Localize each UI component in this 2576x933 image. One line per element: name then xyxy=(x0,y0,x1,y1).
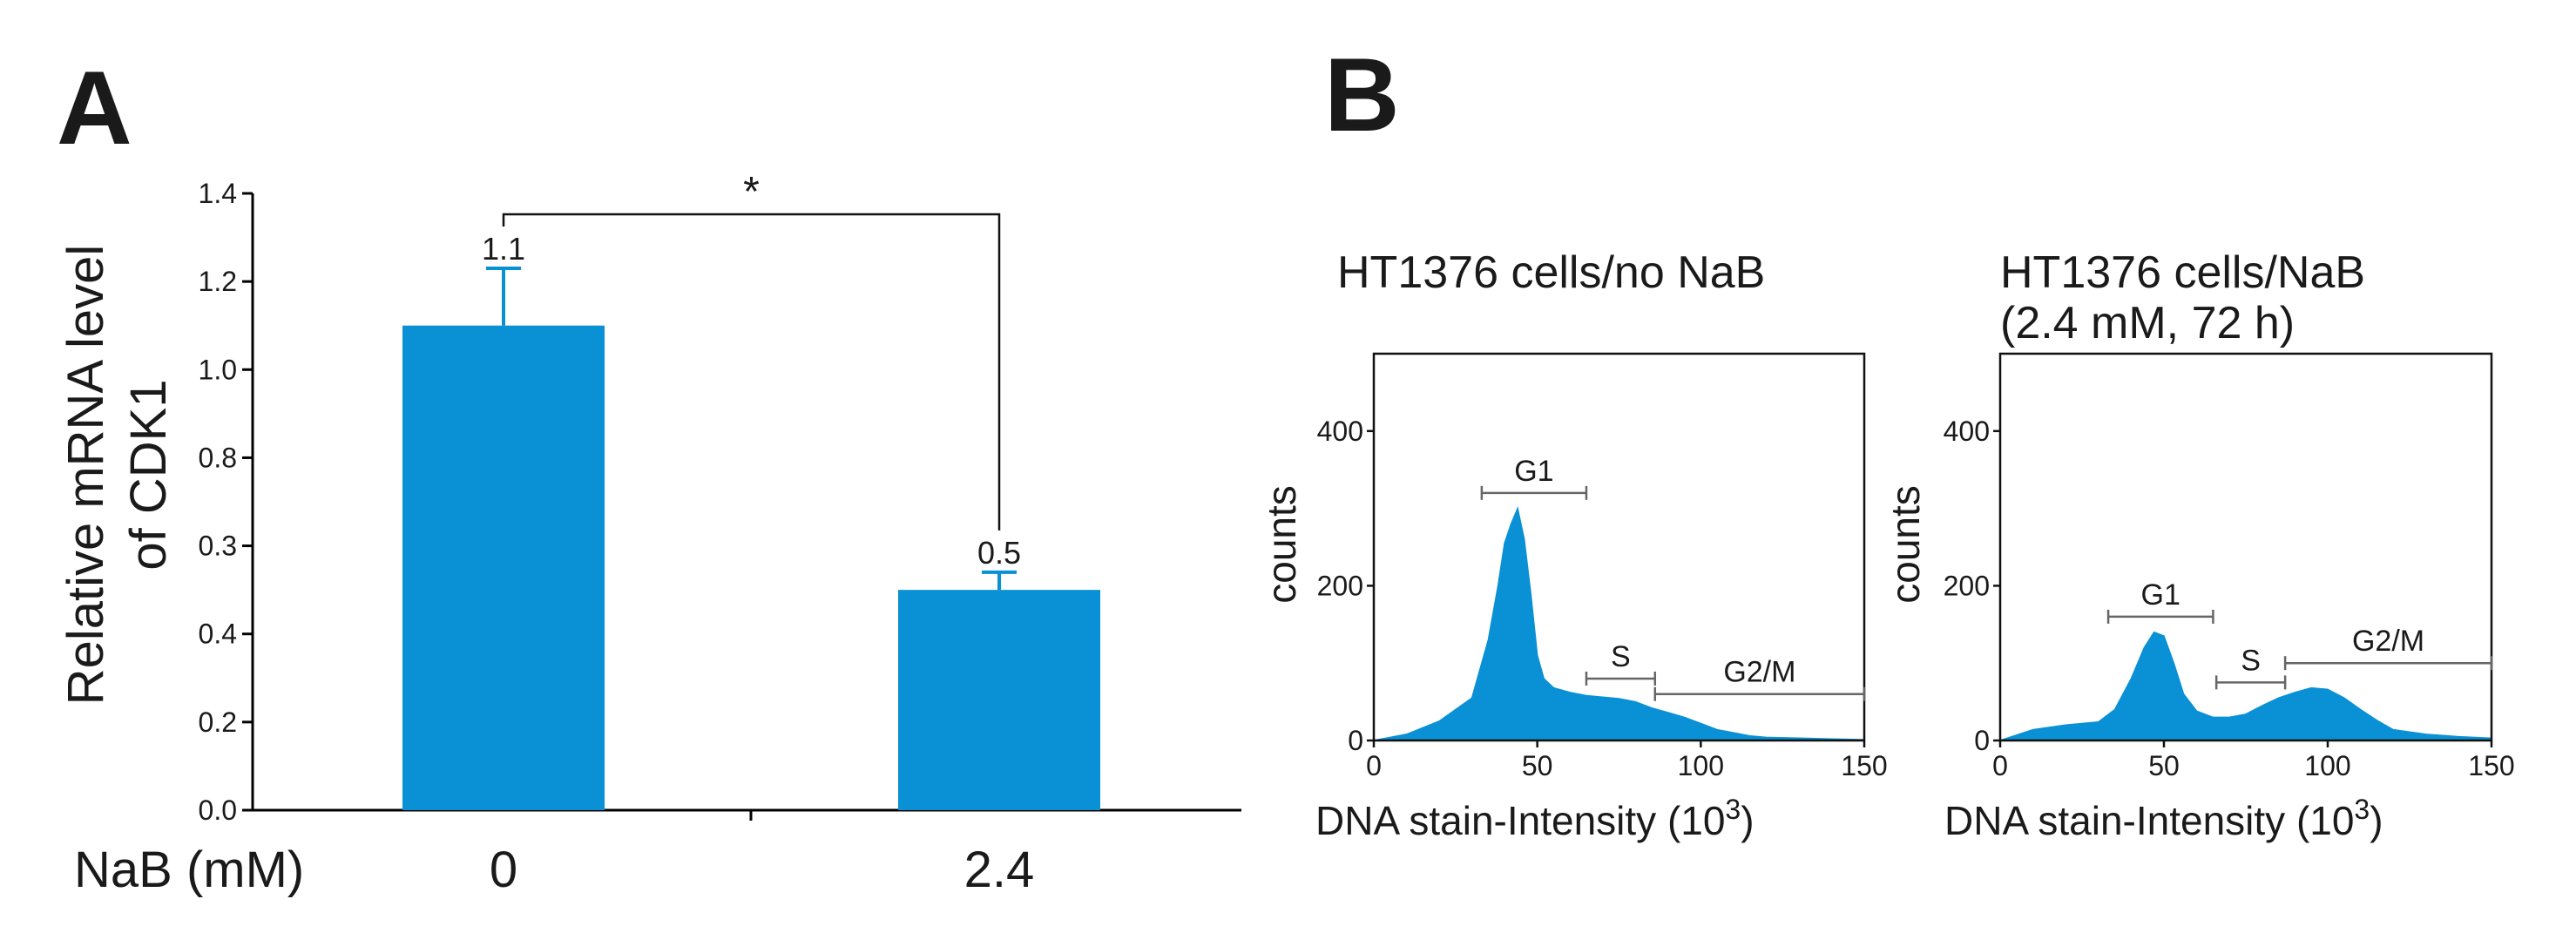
x-axis-label-close: ) xyxy=(2370,798,2383,843)
x-tick-label: 0 xyxy=(1992,750,2008,781)
y-tick-label: 0 xyxy=(1348,725,1363,756)
y-tick-label: 0.8 xyxy=(199,442,237,473)
y-tick-label: 1.0 xyxy=(199,354,237,385)
panel-letter-b: B xyxy=(1324,37,1400,153)
x-tick-label: 0 xyxy=(490,842,517,898)
x-axis-label-exponent: 3 xyxy=(2354,794,2370,825)
y-tick-label: 0.4 xyxy=(199,619,237,650)
bar-chart-cdk1: Relative mRNA level of CDK1 NaB (mM) 0.0… xyxy=(57,169,1241,898)
significance-bracket xyxy=(502,213,1001,531)
gate-label: G1 xyxy=(2141,578,2180,612)
gate-label: G2/M xyxy=(2352,625,2424,658)
significance-marker: * xyxy=(743,169,760,215)
y-tick-label: 400 xyxy=(1944,416,1990,447)
histogram-title: HT1376 cells/NaB xyxy=(2000,247,2365,298)
bar xyxy=(402,325,605,810)
x-tick-label: 2.4 xyxy=(964,842,1035,898)
y-tick-label: 400 xyxy=(1317,416,1363,447)
y-axis-label: counts xyxy=(1259,485,1304,604)
x-tick-label: 100 xyxy=(2304,750,2350,781)
histogram-area xyxy=(1373,506,1865,741)
x-axis-label: NaB (mM) xyxy=(74,842,304,898)
x-tick-label: 150 xyxy=(2468,750,2514,781)
x-axis-label: DNA stain-Intensity (103) xyxy=(1944,794,2383,843)
plot-frame xyxy=(1998,352,2493,742)
x-axis-label-text: DNA stain-Intensity (10 xyxy=(1944,798,2354,843)
y-tick-label: 200 xyxy=(1944,570,1990,601)
histogram-title: HT1376 cells/no NaB xyxy=(1337,247,1765,298)
y-axis-label-line1: Relative mRNA level xyxy=(57,245,114,706)
x-tick-label: 0 xyxy=(1366,750,1382,781)
histogram-title-line2: (2.4 mM, 72 h) xyxy=(2000,298,2295,348)
x-axis-label-close: ) xyxy=(1741,798,1754,843)
x-axis-label-exponent: 3 xyxy=(1725,794,1741,825)
gate-label: S xyxy=(2241,644,2261,677)
y-tick-label: 0.2 xyxy=(199,707,237,738)
panel-letter-a: A xyxy=(57,50,132,166)
data-label: 0.5 xyxy=(977,535,1021,571)
y-tick-label: 0.3 xyxy=(199,531,237,562)
gate-label: G1 xyxy=(1514,455,1553,488)
y-axis-label-line2: of CDK1 xyxy=(120,379,177,570)
x-axis-label: DNA stain-Intensity (103) xyxy=(1315,794,1755,843)
y-tick-label: 200 xyxy=(1317,570,1363,601)
histogram-no-nab: HT1376 cells/no NaB counts DNA stain-Int… xyxy=(1259,247,1888,843)
histogram-area xyxy=(1999,631,2492,741)
x-tick-label: 50 xyxy=(1522,750,1553,781)
gate-label: G2/M xyxy=(1723,656,1795,689)
gate-label: S xyxy=(1611,640,1631,673)
x-tick-label: 100 xyxy=(1678,750,1724,781)
histogram-nab: HT1376 cells/NaB (2.4 mM, 72 h) counts D… xyxy=(1883,247,2515,843)
x-tick-label: 150 xyxy=(1841,750,1887,781)
x-axis-label-text: DNA stain-Intensity (10 xyxy=(1315,798,1725,843)
y-tick-label: 1.2 xyxy=(199,266,237,297)
y-tick-label: 0 xyxy=(1974,725,1990,756)
y-axis-label: counts xyxy=(1883,485,1928,604)
bar xyxy=(898,590,1100,810)
x-tick-label: 50 xyxy=(2148,750,2180,781)
y-tick-label: 0.0 xyxy=(199,794,237,826)
plot-frame xyxy=(1372,352,1866,742)
data-label: 1.1 xyxy=(482,231,525,267)
y-tick-label: 1.4 xyxy=(199,178,237,209)
